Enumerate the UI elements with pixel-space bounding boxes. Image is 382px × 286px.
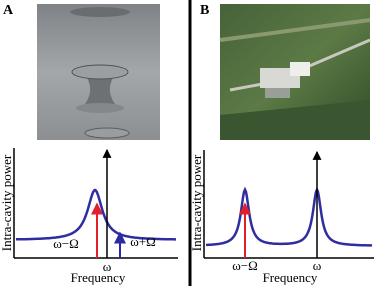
x-axis-label: Frequency bbox=[71, 270, 126, 285]
panel-a: A Intra-cavity power Frequency ω−Ω ω ω+Ω bbox=[0, 3, 178, 285]
y-axis-label: Intra-cavity power bbox=[189, 154, 204, 251]
resonance-curve bbox=[205, 186, 373, 247]
panel-b: B Intra-cavity power Frequency ω−Ω ω bbox=[189, 3, 374, 285]
y-axis-label: Intra-cavity power bbox=[0, 154, 14, 251]
resonance-curve bbox=[15, 188, 176, 241]
annotation: ω+Ω bbox=[130, 234, 156, 249]
annotation: ω−Ω bbox=[53, 236, 79, 251]
observatory-image bbox=[219, 4, 371, 140]
panel-label: A bbox=[3, 3, 14, 18]
panel-label: B bbox=[200, 3, 209, 18]
x-axis-label: Frequency bbox=[263, 270, 318, 285]
annotation: ω bbox=[103, 259, 112, 274]
annotation: ω bbox=[313, 258, 322, 273]
micro-toroid-image bbox=[37, 4, 160, 140]
annotation: ω−Ω bbox=[232, 258, 258, 273]
